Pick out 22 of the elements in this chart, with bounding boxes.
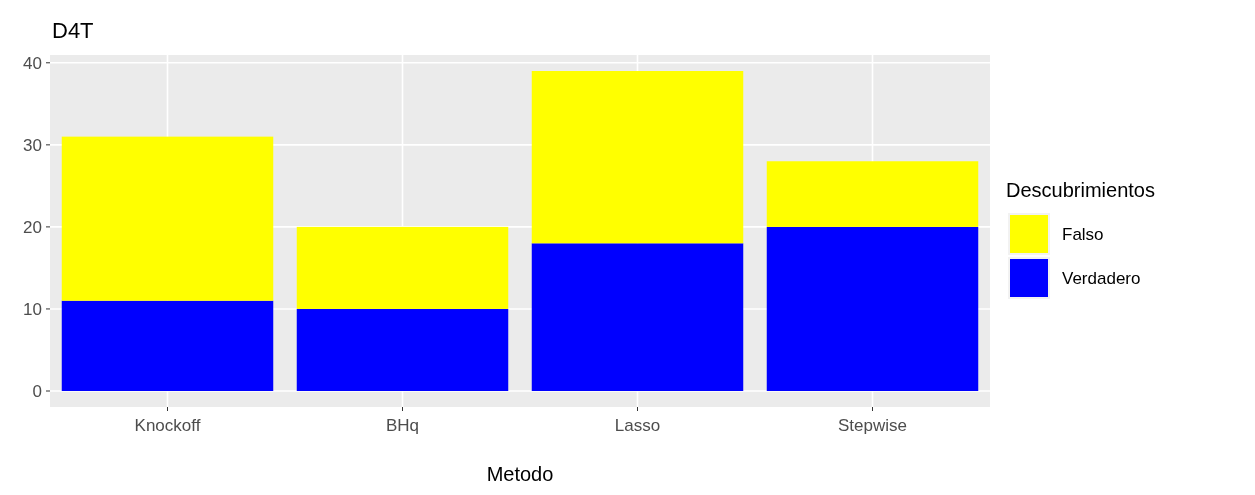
bar — [531, 71, 744, 244]
bar — [61, 136, 274, 301]
bar — [296, 226, 509, 309]
y-tick-label: 30 — [23, 135, 42, 155]
y-tick-label: 40 — [23, 53, 42, 73]
legend-title: Descubrimientos — [1006, 179, 1155, 201]
x-tick-label: Knockoff — [134, 416, 201, 435]
x-axis-title: Metodo — [486, 463, 554, 485]
y-tick-label: 10 — [23, 299, 42, 319]
y-tick-label: 20 — [23, 217, 42, 237]
x-tick-label: BHq — [385, 416, 420, 435]
chart-title: D4T — [52, 18, 94, 43]
bar — [61, 300, 274, 391]
x-tick-label: Lasso — [614, 416, 661, 435]
bar — [531, 243, 744, 391]
y-tick-label: 0 — [32, 381, 42, 401]
bar — [766, 161, 979, 227]
bar — [766, 226, 979, 391]
x-tick-label: Stepwise — [838, 416, 907, 435]
bar — [296, 308, 509, 391]
legend-label: Falso — [1062, 224, 1104, 244]
legend-label: Verdadero — [1062, 268, 1141, 288]
